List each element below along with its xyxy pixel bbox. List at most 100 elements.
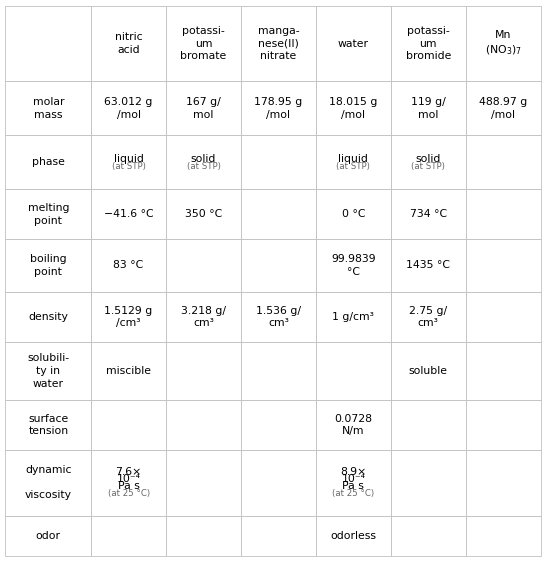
Text: 8.9×: 8.9× [340, 466, 366, 477]
Text: 167 g/
mol: 167 g/ mol [186, 97, 221, 120]
Bar [391, 135, 466, 189]
Text: 7.6×: 7.6× [115, 466, 142, 477]
Bar [5, 342, 91, 400]
Bar [241, 342, 316, 400]
Bar [91, 292, 166, 342]
Text: (at STP): (at STP) [411, 161, 445, 171]
Text: Mn
(NO$_3$)$_7$: Mn (NO$_3$)$_7$ [485, 30, 521, 57]
Bar [466, 135, 541, 189]
Bar [316, 81, 391, 135]
Bar [5, 239, 91, 292]
Bar [466, 400, 541, 450]
Text: surface
tension: surface tension [28, 414, 68, 436]
Bar [316, 515, 391, 556]
Bar [5, 81, 91, 135]
Bar [316, 450, 391, 515]
Bar [91, 239, 166, 292]
Text: boiling
point: boiling point [30, 254, 67, 277]
Bar [391, 239, 466, 292]
Text: phase: phase [32, 157, 65, 167]
Text: 1.5129 g
/cm³: 1.5129 g /cm³ [104, 306, 153, 328]
Bar [241, 450, 316, 515]
Text: 0 °C: 0 °C [342, 209, 365, 219]
Bar [166, 292, 241, 342]
Bar [166, 450, 241, 515]
Text: odorless: odorless [330, 531, 376, 541]
Bar [5, 450, 91, 515]
Bar [391, 81, 466, 135]
Bar [241, 239, 316, 292]
Text: solubili-
ty in
water: solubili- ty in water [27, 353, 69, 389]
Bar [466, 6, 541, 81]
Text: Pa s: Pa s [117, 481, 140, 491]
Bar [166, 400, 241, 450]
Text: miscible: miscible [106, 366, 151, 376]
Text: (at STP): (at STP) [336, 161, 370, 171]
Bar [241, 81, 316, 135]
Bar [91, 342, 166, 400]
Bar [466, 292, 541, 342]
Text: liquid: liquid [339, 154, 368, 164]
Bar [91, 189, 166, 239]
Text: melting
point: melting point [27, 203, 69, 225]
Text: −41.6 °C: −41.6 °C [104, 209, 153, 219]
Bar [166, 515, 241, 556]
Text: solid: solid [191, 154, 216, 164]
Bar [316, 6, 391, 81]
Bar [316, 342, 391, 400]
Bar [241, 400, 316, 450]
Text: 1435 °C: 1435 °C [406, 260, 450, 270]
Bar [5, 400, 91, 450]
Text: liquid: liquid [114, 154, 144, 164]
Bar [466, 342, 541, 400]
Text: potassi-
um
bromide: potassi- um bromide [406, 26, 451, 61]
Bar [5, 515, 91, 556]
Text: 350 °C: 350 °C [185, 209, 222, 219]
Bar [241, 515, 316, 556]
Bar [316, 292, 391, 342]
Text: 83 °C: 83 °C [114, 260, 144, 270]
Text: 488.97 g
/mol: 488.97 g /mol [479, 97, 527, 120]
Text: manga-
nese(II)
nitrate: manga- nese(II) nitrate [258, 26, 299, 61]
Bar [166, 239, 241, 292]
Bar [241, 6, 316, 81]
Bar [241, 292, 316, 342]
Text: 18.015 g
/mol: 18.015 g /mol [329, 97, 377, 120]
Text: nitric
acid: nitric acid [115, 32, 143, 55]
Text: 0.0728
N/m: 0.0728 N/m [334, 414, 372, 436]
Bar [241, 135, 316, 189]
Text: Pa s: Pa s [342, 481, 364, 491]
Bar [391, 450, 466, 515]
Bar [241, 189, 316, 239]
Bar [91, 515, 166, 556]
Bar [466, 515, 541, 556]
Bar [5, 6, 91, 81]
Bar [316, 239, 391, 292]
Text: (at STP): (at STP) [187, 161, 221, 171]
Text: (at 25 °C): (at 25 °C) [108, 489, 150, 498]
Bar [391, 400, 466, 450]
Bar [166, 342, 241, 400]
Text: dynamic

viscosity: dynamic viscosity [25, 465, 72, 500]
Text: (at 25 °C): (at 25 °C) [332, 489, 375, 498]
Bar [316, 189, 391, 239]
Bar [391, 342, 466, 400]
Text: (at STP): (at STP) [112, 161, 146, 171]
Bar [5, 292, 91, 342]
Bar [166, 81, 241, 135]
Bar [91, 450, 166, 515]
Text: 178.95 g
/mol: 178.95 g /mol [254, 97, 302, 120]
Text: 63.012 g
/mol: 63.012 g /mol [104, 97, 153, 120]
Text: soluble: soluble [409, 366, 448, 376]
Text: 99.9839
°C: 99.9839 °C [331, 254, 376, 277]
Bar [5, 189, 91, 239]
Bar [91, 81, 166, 135]
Bar [91, 135, 166, 189]
Text: potassi-
um
bromate: potassi- um bromate [180, 26, 227, 61]
Bar [91, 6, 166, 81]
Text: 1 g/cm³: 1 g/cm³ [333, 312, 374, 322]
Text: 10⁻⁴: 10⁻⁴ [117, 474, 141, 484]
Text: 2.75 g/
cm³: 2.75 g/ cm³ [409, 306, 447, 328]
Bar [391, 292, 466, 342]
Text: 119 g/
mol: 119 g/ mol [411, 97, 446, 120]
